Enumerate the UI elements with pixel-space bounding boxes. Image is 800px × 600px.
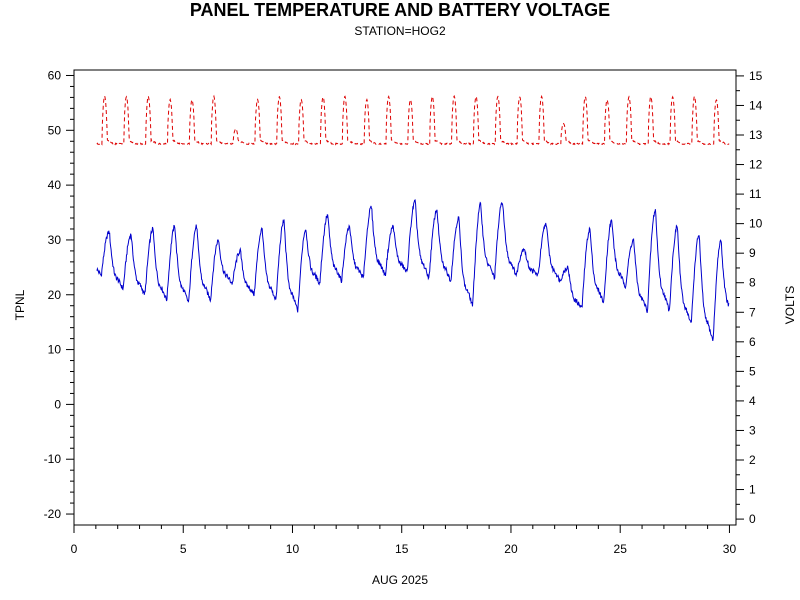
y-right-tick-label: 3 (749, 423, 756, 437)
y-left-tick-label: 10 (48, 343, 62, 357)
y-right-tick-label: 10 (749, 217, 763, 231)
x-tick-label: 5 (180, 542, 187, 556)
y-right-tick-label: 14 (749, 98, 763, 112)
y-left-tick-label: 60 (48, 68, 62, 82)
y-left-tick-label: 50 (48, 123, 62, 137)
y-left-tick-label: 40 (48, 178, 62, 192)
y-right-tick-label: 9 (749, 246, 756, 260)
y-right-tick-label: 5 (749, 364, 756, 378)
y-left-tick-label: -20 (44, 507, 62, 521)
y-right-tick-label: 6 (749, 335, 756, 349)
series-line-volts (96, 94, 730, 147)
axes-group: 0 5 10 15 20 25 30-20-100102030405060012345678… (44, 68, 763, 556)
chart-title: PANEL TEMPERATURE AND BATTERY VOLTAGE (189, 0, 611, 20)
x-tick-label: 10 (286, 542, 300, 556)
x-tick-label: 30 (723, 542, 737, 556)
y-right-tick-label: 12 (749, 158, 763, 172)
series-line-tpnl (96, 199, 730, 341)
plot-frame (73, 69, 737, 526)
y-right-tick-label: 7 (749, 305, 756, 319)
y-right-tick-label: 8 (749, 276, 756, 290)
y-left-tick-label: 0 (54, 397, 61, 411)
y-left-tick-label: 20 (48, 288, 62, 302)
y-left-tick-label: 30 (48, 233, 62, 247)
y-right-tick-label: 13 (749, 128, 763, 142)
x-tick-label: 25 (614, 542, 628, 556)
y-right-tick-label: 15 (749, 69, 763, 83)
x-tick-label: 0 (71, 542, 78, 556)
y-right-tick-label: 4 (749, 394, 756, 408)
x-tick-label: 20 (504, 542, 518, 556)
y-right-tick-label: 11 (749, 187, 762, 201)
y-right-tick-label: 2 (749, 453, 756, 467)
series-layer (96, 94, 730, 341)
x-tick-label: 15 (395, 542, 409, 556)
chart-subtitle: STATION=HOG2 (354, 24, 446, 38)
x-axis-label: AUG 2025 (371, 573, 429, 587)
y-right-tick-label: 0 (749, 512, 756, 526)
y-left-tick-label: -10 (44, 452, 62, 466)
y-right-tick-label: 1 (749, 483, 756, 497)
